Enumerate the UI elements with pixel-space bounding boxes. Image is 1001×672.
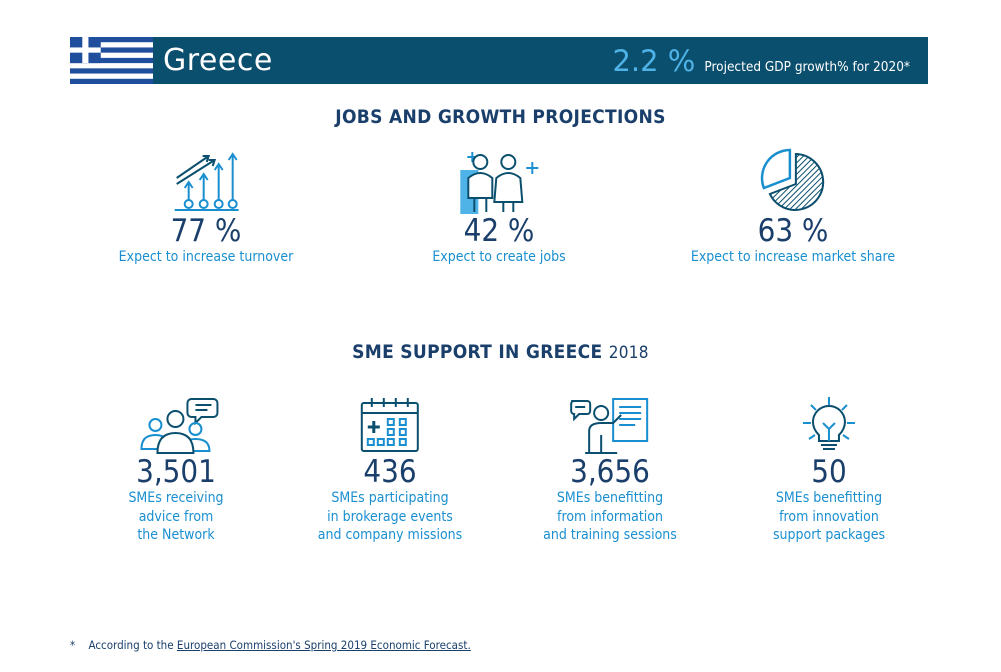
innovation-label-2: from innovation <box>779 508 879 525</box>
create-jobs-label: Expect to create jobs <box>432 249 566 266</box>
market-share-value: 63 % <box>757 213 829 249</box>
brokerage-label-3: and company missions <box>317 527 463 544</box>
sme-section-title: SME SUPPORT IN GREECE 2018 <box>0 341 1001 363</box>
gdp-value: 2.2 % <box>612 43 696 78</box>
forecast-link[interactable]: European Commission's Spring 2019 Econom… <box>176 638 471 652</box>
country-name: Greece <box>163 43 273 78</box>
innovation-label-1: SMEs benefitting <box>775 490 883 507</box>
brokerage-label-1: SMEs participating <box>331 490 449 507</box>
brokerage-label-2: in brokerage events <box>327 508 453 525</box>
gdp-projection: 2.2 % Projected GDP growth% for 2020* <box>612 44 910 78</box>
turnover-label: Expect to increase turnover <box>118 249 294 266</box>
gdp-label: Projected GDP growth% for 2020* <box>704 58 910 75</box>
sme-stat-advice: 3,501 SMEs receiving advice from the Net… <box>128 395 224 545</box>
jobs-stat-turnover: 77 % Expect to increase turnover <box>118 148 294 267</box>
jobs-stat-market-share: 63 % Expect to increase market share <box>691 148 895 267</box>
footnote-star: * <box>70 638 76 652</box>
brokerage-value: 436 <box>363 454 417 490</box>
sme-title-text: SME SUPPORT IN GREECE <box>352 341 603 363</box>
create-jobs-value: 42 % <box>463 213 535 249</box>
sme-title-year: 2018 <box>608 343 649 363</box>
growth-arrows-icon <box>174 152 239 211</box>
advice-label-2: advice from <box>138 508 214 525</box>
presentation-icon <box>570 398 648 454</box>
sme-stat-innovation: 50 SMEs benefitting from innovation supp… <box>773 395 885 545</box>
jobs-stat-create-jobs: 42 % Expect to create jobs <box>432 148 566 267</box>
training-label-2: from information <box>557 508 663 525</box>
innovation-label-3: support packages <box>772 527 886 544</box>
country-header: Greece 2.2 % Projected GDP growth% for 2… <box>70 37 928 84</box>
advice-label-3: the Network <box>137 527 215 544</box>
greece-flag-icon <box>70 37 153 84</box>
footnote-prefix: According to the <box>88 638 174 652</box>
sme-stat-training: 3,656 SMEs benefitting from information … <box>543 395 677 545</box>
training-label-1: SMEs benefitting <box>556 490 664 507</box>
training-value: 3,656 <box>570 454 650 490</box>
advice-label-1: SMEs receiving <box>128 490 224 507</box>
advice-group-icon <box>139 398 218 454</box>
pie-chart-icon <box>760 148 825 211</box>
training-label-3: and training sessions <box>543 527 677 544</box>
lightbulb-icon <box>802 397 855 450</box>
innovation-value: 50 <box>811 454 847 490</box>
calendar-icon <box>361 398 419 452</box>
sme-stat-brokerage: 436 SMEs participating in brokerage even… <box>318 395 462 545</box>
advice-value: 3,501 <box>136 454 216 490</box>
jobs-section-title: JOBS AND GROWTH PROJECTIONS <box>335 106 666 128</box>
people-icon <box>460 152 538 214</box>
footnote: * According to the European Commission's… <box>70 638 471 652</box>
turnover-value: 77 % <box>170 213 242 249</box>
market-share-label: Expect to increase market share <box>690 249 896 266</box>
